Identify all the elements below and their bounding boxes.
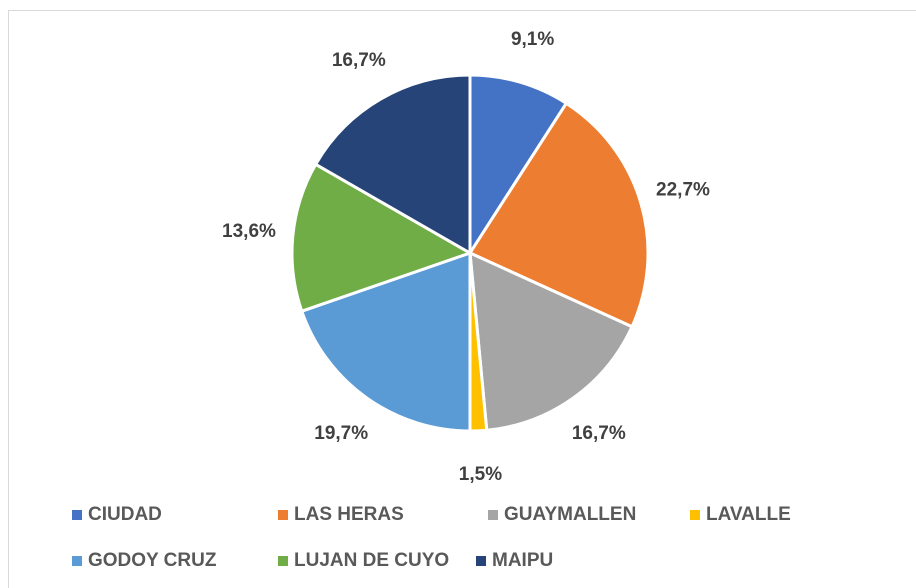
- legend-label: LAS HERAS: [294, 504, 404, 525]
- legend-label: LAVALLE: [706, 504, 791, 525]
- pie-slice: [290, 162, 474, 314]
- pie-slice: [468, 250, 634, 432]
- legend-label: LUJAN DE CUYO: [294, 550, 449, 571]
- legend-label: GODOY CRUZ: [88, 550, 217, 571]
- data-label: 22,7%: [656, 179, 710, 200]
- data-label: 19,7%: [314, 423, 368, 444]
- legend-swatch: [690, 510, 700, 520]
- legend-label: CIUDAD: [88, 504, 162, 525]
- legend-label: MAIPU: [492, 550, 553, 571]
- data-label: 16,7%: [572, 423, 626, 444]
- legend-swatch: [278, 556, 288, 566]
- data-label: 13,6%: [222, 221, 276, 242]
- legend-label: GUAYMALLEN: [504, 504, 636, 525]
- pie-slice: [467, 101, 650, 329]
- pie-slice: [468, 73, 569, 259]
- pie-slice: [313, 73, 472, 256]
- legend-swatch: [278, 510, 288, 520]
- legend-swatch: [488, 510, 498, 520]
- legend-swatch: [72, 510, 82, 520]
- data-label: 9,1%: [511, 29, 554, 50]
- legend-swatch: [476, 556, 486, 566]
- data-label: 1,5%: [459, 464, 502, 485]
- data-label: 16,7%: [332, 50, 386, 71]
- legend-swatch: [72, 556, 82, 566]
